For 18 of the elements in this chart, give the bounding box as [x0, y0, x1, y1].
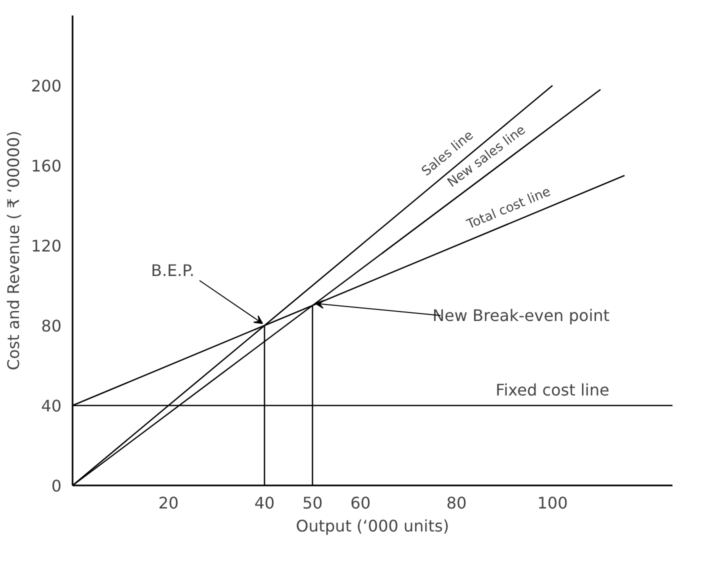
x-tick-label: 40	[254, 494, 275, 512]
y-tick-label: 160	[30, 156, 62, 176]
y-tick-label: 0	[51, 476, 62, 496]
x-tick-label: 80	[446, 494, 467, 512]
y-tick-label: 120	[30, 236, 62, 256]
x-tick-label: 60	[350, 494, 371, 512]
x-axis-title: Output (‘000 units)	[296, 516, 450, 536]
y-tick-label: 200	[30, 76, 62, 96]
y-tick-label: 40	[41, 396, 62, 416]
text: Total cost line	[464, 184, 553, 234]
series-label: Fixed cost line	[496, 380, 610, 400]
x-tick-label: 20	[158, 494, 179, 512]
y-tick-label: 80	[41, 316, 62, 336]
annotation: B.E.P.	[151, 261, 194, 280]
x-tick-label: 100	[537, 494, 568, 512]
x-tick-label: 50	[302, 494, 323, 512]
annotation: New Break-even point	[432, 306, 610, 325]
y-axis-title: Cost and Revenue ( ₹ ‘00000)	[4, 130, 23, 370]
